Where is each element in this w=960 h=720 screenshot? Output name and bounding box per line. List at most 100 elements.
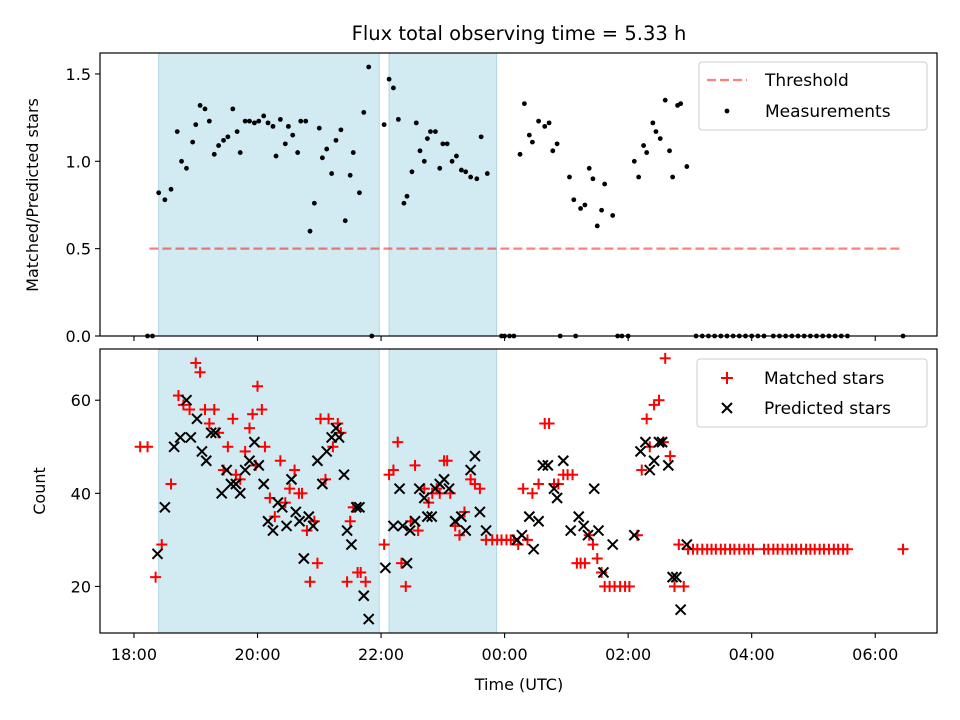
matched-star-point bbox=[897, 543, 909, 555]
measurement-point bbox=[650, 120, 656, 126]
predicted-star-point bbox=[597, 566, 610, 579]
top-y-tick-label: 1.5 bbox=[66, 65, 91, 84]
predicted-star-point bbox=[670, 571, 683, 583]
predicted-marker-b bbox=[345, 538, 358, 551]
predicted-star-point bbox=[516, 529, 528, 541]
predicted-star-point bbox=[577, 520, 590, 532]
predicted-marker-b bbox=[597, 566, 610, 579]
predicted-star-point bbox=[644, 464, 656, 476]
measurement-point bbox=[602, 181, 608, 187]
measurement-point bbox=[324, 146, 330, 152]
matched-star-point bbox=[841, 543, 853, 555]
predicted-star-point bbox=[393, 482, 406, 495]
measurement-point bbox=[641, 143, 646, 148]
predicted-marker-b bbox=[307, 520, 319, 532]
matched-star-point bbox=[360, 576, 372, 588]
predicted-star-point bbox=[239, 464, 251, 476]
bottom-x-tick-label: 18:00 bbox=[111, 645, 157, 664]
measurement-point bbox=[319, 155, 325, 161]
predicted-marker-b bbox=[577, 520, 590, 532]
predicted-star-point bbox=[666, 571, 679, 583]
bottom-y-tick-label: 20 bbox=[71, 577, 91, 596]
predicted-star-point bbox=[248, 436, 261, 448]
measurement-point bbox=[311, 200, 317, 206]
predicted-marker-b bbox=[413, 482, 426, 495]
predicted-marker-b bbox=[426, 510, 438, 523]
matched-star-point bbox=[190, 357, 202, 369]
predicted-star-point bbox=[362, 613, 375, 625]
predicted-marker-b bbox=[582, 529, 594, 541]
matched-star-point bbox=[543, 417, 555, 429]
predicted-marker-b bbox=[421, 510, 434, 523]
measurement-point bbox=[316, 125, 322, 131]
predicted-star-point bbox=[413, 482, 426, 495]
matched-star-point bbox=[208, 404, 220, 416]
matched-stars-points bbox=[134, 352, 909, 592]
measurement-point bbox=[242, 118, 248, 124]
matched-star-point bbox=[659, 352, 671, 364]
matched-star-point bbox=[521, 534, 533, 546]
matched-star-point bbox=[227, 413, 239, 425]
bottom-x-tick-label: 20:00 bbox=[234, 645, 280, 664]
legend-matched-label: Matched stars bbox=[764, 369, 884, 389]
predicted-star-point bbox=[205, 427, 217, 439]
measurement-point bbox=[594, 223, 600, 229]
predicted-star-point bbox=[527, 543, 540, 555]
predicted-star-point bbox=[404, 524, 416, 537]
predicted-star-point bbox=[174, 431, 187, 444]
measurement-point bbox=[667, 148, 672, 154]
measurement-point bbox=[517, 151, 523, 157]
measurement-point bbox=[329, 171, 335, 176]
matched-star-point bbox=[668, 580, 680, 592]
measurement-point bbox=[202, 106, 208, 112]
predicted-marker-b bbox=[257, 478, 270, 490]
matched-star-point bbox=[653, 394, 665, 406]
matched-star-point bbox=[177, 399, 189, 411]
predicted-marker-b bbox=[653, 436, 665, 448]
predicted-star-point bbox=[151, 548, 164, 560]
x-axis-label: Time (UTC) bbox=[474, 675, 563, 694]
predicted-marker-b bbox=[523, 510, 536, 523]
predicted-star-point bbox=[200, 455, 212, 467]
matched-star-point bbox=[304, 576, 316, 588]
predicted-marker-b bbox=[262, 515, 274, 527]
predicted-marker-b bbox=[239, 464, 251, 476]
predicted-marker-b bbox=[230, 478, 242, 490]
predicted-star-point bbox=[243, 455, 256, 467]
measurement-point bbox=[678, 101, 684, 107]
predicted-star-point bbox=[681, 538, 693, 551]
measurement-point bbox=[550, 148, 556, 154]
top-shaded-intervals bbox=[158, 52, 498, 337]
matched-star-point bbox=[474, 483, 486, 495]
predicted-star-point bbox=[345, 538, 358, 551]
predicted-marker-b bbox=[455, 510, 468, 523]
bottom-axes-frame bbox=[99, 348, 938, 634]
measurement-point bbox=[478, 134, 484, 140]
measurement-point bbox=[234, 129, 240, 135]
predicted-marker-b bbox=[418, 492, 431, 504]
measurement-point bbox=[610, 213, 616, 218]
predicted-star-point bbox=[333, 431, 345, 444]
predicted-star-point bbox=[537, 459, 549, 472]
bottom-x-ticks: 18:00 20:00 22:00 00:00 02:00 04:00 06:00 bbox=[111, 633, 898, 664]
measurement-point bbox=[554, 141, 560, 147]
predicted-marker-b bbox=[330, 422, 342, 434]
predicted-star-point bbox=[674, 604, 687, 616]
predicted-marker-b bbox=[438, 473, 450, 486]
predicted-marker-b bbox=[662, 459, 675, 472]
top-y-tick-label: 0.5 bbox=[66, 240, 91, 259]
predicted-marker-b bbox=[159, 501, 171, 514]
matched-star-point bbox=[623, 580, 635, 592]
measurement-point bbox=[361, 109, 367, 115]
predicted-star-point bbox=[225, 478, 237, 490]
predicted-marker-b bbox=[293, 515, 306, 527]
measurement-point bbox=[404, 193, 410, 199]
matched-star-point bbox=[274, 455, 286, 467]
shaded-interval-2 bbox=[388, 52, 498, 337]
matched-star-point bbox=[184, 404, 196, 416]
measurement-point bbox=[298, 118, 304, 124]
predicted-marker-b bbox=[674, 604, 687, 616]
matched-star-point bbox=[279, 497, 291, 509]
measurement-point bbox=[454, 153, 459, 159]
predicted-marker-b bbox=[557, 455, 569, 467]
